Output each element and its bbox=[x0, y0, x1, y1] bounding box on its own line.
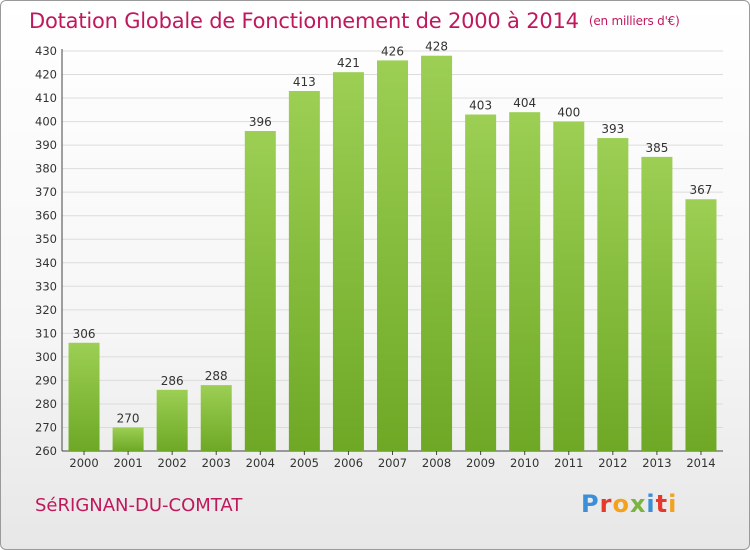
chart-subtitle: (en milliers d'€) bbox=[588, 14, 680, 28]
x-tick-label-2009: 2009 bbox=[466, 456, 495, 470]
y-tick-label: 330 bbox=[35, 279, 57, 293]
proxiti-logo: Proxiti bbox=[581, 490, 677, 518]
data-label-2007: 426 bbox=[381, 44, 404, 58]
y-tick-labels: 260 270 280 290 300 310 320 330 340 350 360 370 380 3… bbox=[35, 44, 57, 458]
bar-2014 bbox=[685, 199, 717, 451]
x-tick-label-2002: 2002 bbox=[158, 456, 187, 470]
bar-2008 bbox=[421, 55, 453, 452]
data-label-2004: 396 bbox=[249, 115, 272, 129]
logo-letter: i bbox=[646, 490, 656, 518]
y-tick-label: 390 bbox=[35, 138, 57, 152]
bar-2013 bbox=[641, 156, 673, 451]
y-tick-label: 270 bbox=[35, 420, 57, 434]
data-label-2012: 393 bbox=[601, 122, 624, 136]
data-label-2000: 306 bbox=[73, 327, 96, 341]
y-tick-label: 380 bbox=[35, 162, 57, 176]
x-tick-label-2014: 2014 bbox=[686, 456, 715, 470]
x-tick-label-2000: 2000 bbox=[69, 456, 98, 470]
x-tick-label-2011: 2011 bbox=[554, 456, 583, 470]
data-label-2001: 270 bbox=[117, 411, 140, 425]
data-label-2009: 403 bbox=[469, 99, 492, 113]
x-tick-label-2006: 2006 bbox=[334, 456, 363, 470]
y-tick-label: 280 bbox=[35, 397, 57, 411]
x-tick-labels: 2000 2001 2002 2003 2004 2005 2006 2007 2008 2009… bbox=[69, 451, 716, 470]
x-tick-label-2004: 2004 bbox=[246, 456, 275, 470]
x-tick-label-2012: 2012 bbox=[598, 456, 627, 470]
bar-2002 bbox=[156, 389, 188, 451]
commune-name: SéRIGNAN-DU-COMTAT bbox=[35, 495, 243, 516]
chart-title: Dotation Globale de Fonctionnement de 20… bbox=[29, 9, 680, 33]
logo-letter: t bbox=[655, 490, 669, 518]
data-label-2011: 400 bbox=[557, 106, 580, 120]
data-labels: 306 270 286 288 396 413 421 426 428 403 404 400 393 3… bbox=[73, 40, 713, 426]
bar-2003 bbox=[200, 385, 232, 451]
logo-letter: r bbox=[599, 490, 613, 518]
bar-2001 bbox=[112, 427, 144, 451]
y-tick-label: 310 bbox=[35, 326, 57, 340]
bar-2000 bbox=[68, 342, 100, 451]
y-tick-label: 370 bbox=[35, 185, 57, 199]
bars bbox=[68, 55, 717, 452]
bar-2012 bbox=[597, 138, 629, 451]
bar-2005 bbox=[288, 91, 320, 451]
y-tick-label: 420 bbox=[35, 68, 57, 82]
bar-2007 bbox=[377, 60, 408, 451]
x-tick-label-2010: 2010 bbox=[510, 456, 539, 470]
y-tick-label: 430 bbox=[35, 44, 57, 58]
bar-2009 bbox=[465, 114, 497, 451]
bar-2004 bbox=[244, 131, 276, 451]
logo-letter: x bbox=[629, 490, 647, 518]
bar-2006 bbox=[332, 72, 364, 452]
bar-2011 bbox=[553, 121, 585, 452]
y-tick-label: 350 bbox=[35, 232, 57, 246]
x-tick-label-2008: 2008 bbox=[422, 456, 451, 470]
y-tick-label: 320 bbox=[35, 303, 57, 317]
y-tick-label: 290 bbox=[35, 373, 57, 387]
x-tick-label-2005: 2005 bbox=[290, 456, 319, 470]
y-tick-label: 400 bbox=[35, 115, 57, 129]
chart-title-text: Dotation Globale de Fonctionnement de 20… bbox=[29, 9, 579, 33]
x-tick-label-2001: 2001 bbox=[113, 456, 142, 470]
x-tick-label-2007: 2007 bbox=[378, 456, 407, 470]
bar-2010 bbox=[509, 112, 541, 452]
logo-letter: P bbox=[581, 490, 600, 518]
y-tick-label: 360 bbox=[35, 209, 57, 223]
data-label-2002: 286 bbox=[161, 374, 184, 388]
y-tick-label: 410 bbox=[35, 91, 57, 105]
x-tick-label-2013: 2013 bbox=[642, 456, 671, 470]
data-label-2003: 288 bbox=[205, 369, 228, 383]
logo-letter: o bbox=[612, 490, 630, 518]
data-label-2010: 404 bbox=[513, 96, 536, 110]
y-tick-label: 300 bbox=[35, 350, 57, 364]
logo-letter: i bbox=[668, 490, 678, 518]
data-label-2005: 413 bbox=[293, 75, 316, 89]
data-label-2014: 367 bbox=[690, 183, 713, 197]
data-label-2008: 428 bbox=[425, 40, 448, 54]
x-tick-label-2003: 2003 bbox=[202, 456, 231, 470]
y-tick-label: 260 bbox=[35, 444, 57, 458]
data-label-2013: 385 bbox=[645, 141, 668, 155]
data-label-2006: 421 bbox=[337, 56, 360, 70]
y-tick-label: 340 bbox=[35, 256, 57, 270]
